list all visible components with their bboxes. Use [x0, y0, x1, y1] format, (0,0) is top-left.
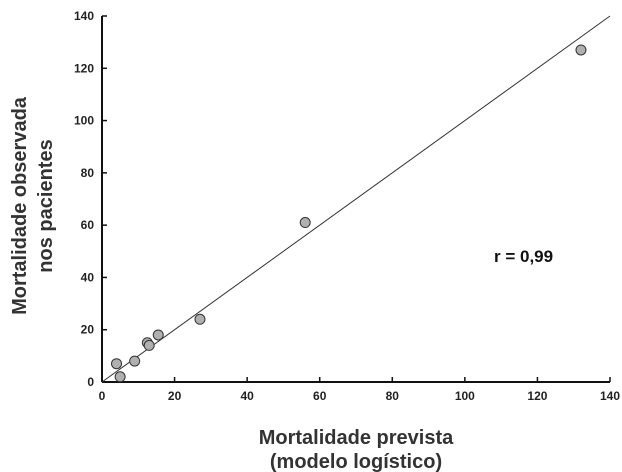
data-point: [143, 339, 155, 351]
x-tick-label: 100: [455, 389, 475, 403]
x-tick-label: 0: [99, 389, 106, 403]
data-point: [129, 355, 141, 367]
x-tick-label: 140: [600, 389, 620, 403]
x-tick-label: 20: [168, 389, 182, 403]
y-tick-label: 120: [74, 61, 94, 75]
fit-line: [101, 15, 611, 383]
y-tick-label: 100: [74, 114, 94, 128]
data-point: [152, 329, 164, 341]
x-tick-label: 80: [386, 389, 400, 403]
data-point: [575, 44, 587, 56]
y-axis-label-line-2: nos pacientes: [35, 139, 57, 272]
data-point: [114, 371, 126, 383]
y-tick-label: 20: [81, 323, 95, 337]
x-axis-label-line-2: (modelo logístico): [270, 451, 442, 472]
y-tick-label: 80: [81, 166, 95, 180]
x-axis-label-line-1: Mortalidade prevista: [259, 427, 454, 449]
x-tick-label: 40: [240, 389, 254, 403]
data-point: [299, 217, 311, 229]
y-tick-label: 0: [87, 375, 94, 389]
data-point: [111, 358, 123, 370]
y-tick-label: 40: [81, 270, 95, 284]
y-tick-label: 60: [81, 218, 95, 232]
y-tick-label: 140: [74, 9, 94, 23]
x-tick-label: 60: [313, 389, 327, 403]
correlation-annotation: r = 0,99: [494, 247, 553, 266]
y-axis-label-line-1: Mortalidade observada: [9, 96, 31, 315]
x-tick-label: 120: [527, 389, 547, 403]
data-point: [194, 313, 206, 325]
x-axis-ticks: 0 20 40 60 80 100 120 140: [99, 377, 620, 403]
data-points: [111, 44, 587, 383]
y-axis-ticks: 0 20 40 60 80 100 120 140: [74, 9, 107, 389]
